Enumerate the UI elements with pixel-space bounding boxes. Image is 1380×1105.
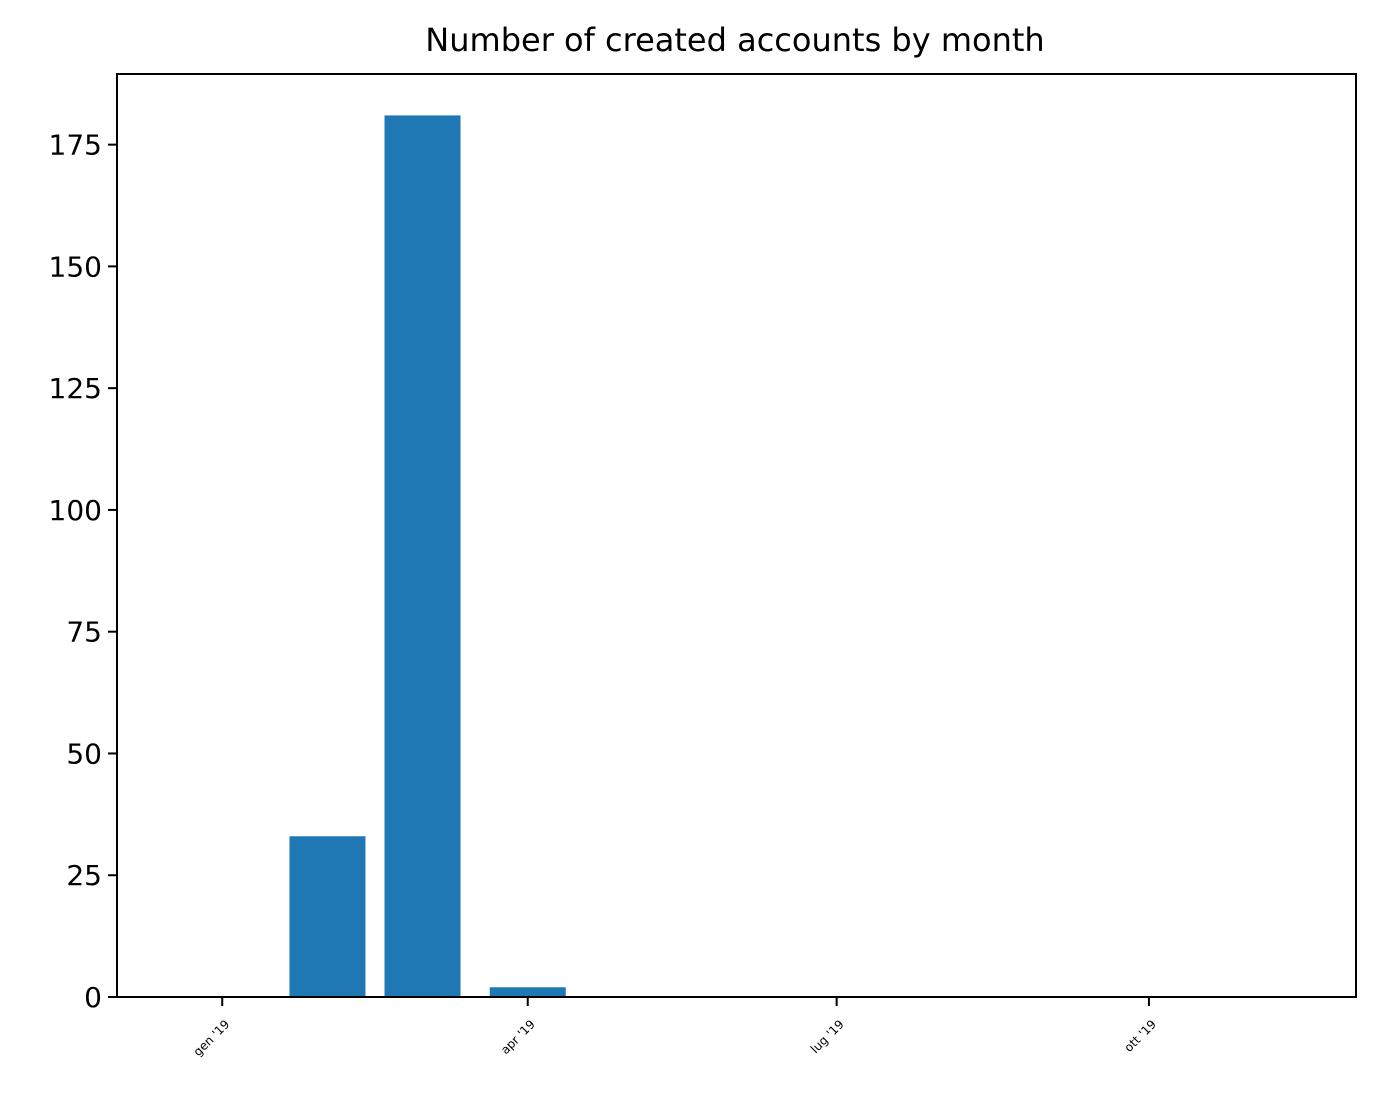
y-tick-label: 175 <box>49 129 102 162</box>
x-axis: gen '19 apr '19 lug '19 ott '19 <box>191 997 1159 1059</box>
x-tick-label: gen '19 <box>191 1017 233 1059</box>
y-tick-label: 75 <box>66 616 102 649</box>
y-tick-label: 125 <box>49 372 102 405</box>
y-tick-label: 0 <box>84 981 102 1014</box>
bars <box>289 115 566 997</box>
x-tick-label: ott '19 <box>1121 1017 1159 1055</box>
bar-2019-03 <box>384 115 461 997</box>
plot-frame <box>116 73 1357 998</box>
chart-title: Number of created accounts by month <box>425 21 1044 59</box>
x-tick-label: lug '19 <box>808 1017 847 1056</box>
y-tick-label: 25 <box>66 859 102 892</box>
y-tick-label: 50 <box>66 737 102 770</box>
y-tick-label: 150 <box>49 250 102 283</box>
bar-2019-04 <box>489 987 566 997</box>
bar-2019-02 <box>289 836 366 997</box>
y-axis: 0 25 50 75 100 125 150 175 <box>49 129 117 1014</box>
x-tick-label: apr '19 <box>498 1017 538 1057</box>
y-tick-label: 100 <box>49 494 102 527</box>
